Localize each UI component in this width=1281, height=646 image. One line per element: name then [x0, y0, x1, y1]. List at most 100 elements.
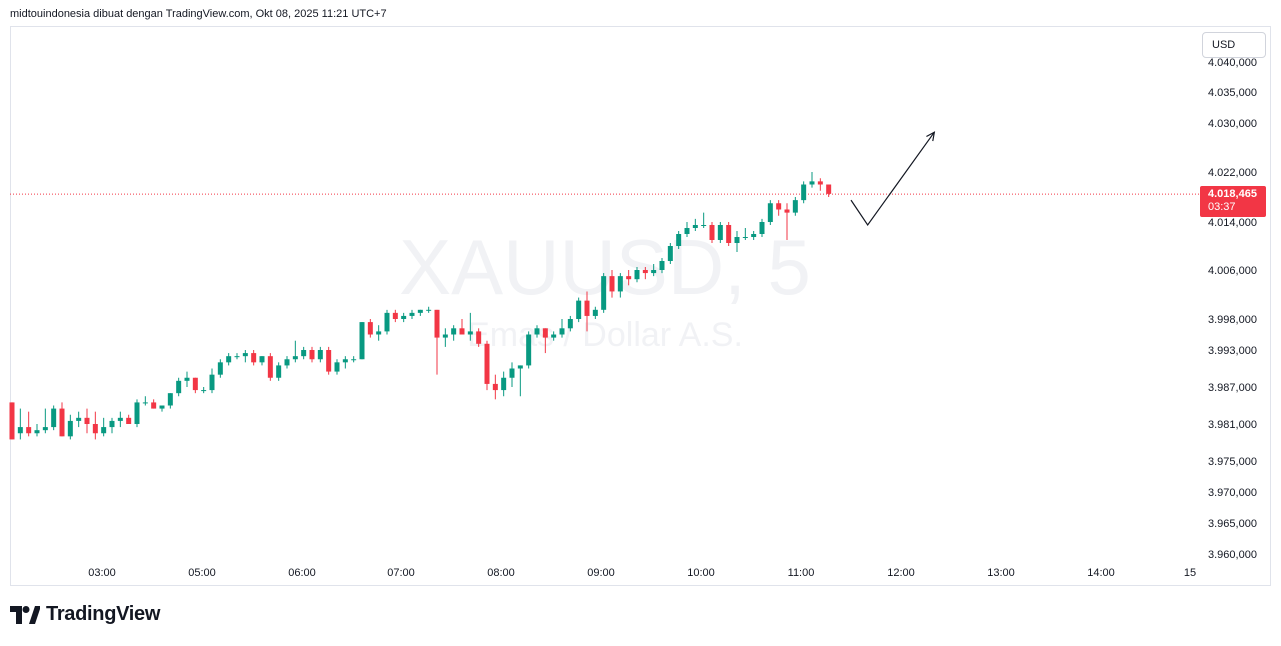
- candle: [709, 222, 715, 243]
- candle: [776, 200, 782, 216]
- candle-body: [292, 356, 298, 360]
- candle: [601, 273, 607, 313]
- candle-body: [409, 312, 415, 316]
- candle-body: [184, 377, 190, 381]
- price-tick-label: 3.993,000: [1208, 345, 1257, 357]
- candle-body: [767, 203, 773, 222]
- candle: [376, 325, 382, 341]
- candle-body: [742, 237, 748, 238]
- candle-body: [484, 343, 490, 384]
- price-tick-label: 3.981,000: [1208, 419, 1257, 431]
- candle-body: [701, 225, 707, 226]
- candle-body: [9, 402, 15, 440]
- candle-body: [234, 356, 240, 358]
- candle: [342, 356, 348, 369]
- price-tick-label: 3.987,000: [1208, 382, 1257, 394]
- candle: [567, 315, 573, 332]
- candle: [42, 408, 48, 434]
- candle: [267, 353, 273, 381]
- price-tick-label: 3.998,000: [1208, 314, 1257, 326]
- candle: [817, 178, 823, 191]
- candle-body: [626, 276, 632, 280]
- candle-body: [284, 359, 290, 366]
- time-tick-label: 08:00: [487, 567, 515, 579]
- candle-body: [342, 359, 348, 363]
- candle: [59, 402, 65, 437]
- candle: [684, 222, 690, 237]
- candle: [326, 346, 332, 375]
- candle-body: [467, 331, 473, 335]
- candle-body: [226, 356, 232, 363]
- arrow-path[interactable]: [850, 131, 935, 227]
- candle: [667, 243, 673, 264]
- candle-body: [151, 402, 157, 409]
- candle: [434, 309, 440, 375]
- time-tick-label: 03:00: [88, 567, 116, 579]
- candle-body: [67, 420, 73, 437]
- candle-body: [634, 270, 640, 280]
- candle: [726, 222, 732, 246]
- candle: [126, 414, 132, 424]
- price-tick-label: 3.965,000: [1208, 518, 1257, 530]
- candle-body: [176, 380, 182, 394]
- candle-body: [217, 362, 223, 375]
- candle: [692, 218, 698, 231]
- candle: [276, 362, 282, 381]
- candle: [234, 353, 240, 360]
- candle-body: [26, 427, 32, 434]
- candle: [476, 328, 482, 347]
- candle-body: [617, 276, 623, 292]
- tradingview-logo[interactable]: TradingView: [10, 603, 160, 626]
- candle-body: [726, 225, 732, 243]
- price-tick-label: 4.030,000: [1208, 118, 1257, 130]
- chart-frame[interactable]: [10, 26, 1271, 586]
- candle-body: [667, 246, 673, 261]
- candle-body: [801, 184, 807, 201]
- candle-body: [201, 390, 207, 392]
- candle-body: [659, 261, 665, 270]
- price-tick-label: 4.035,000: [1208, 87, 1257, 99]
- candle-body: [809, 181, 815, 185]
- price-tick-label: 3.960,000: [1208, 549, 1257, 561]
- candle: [484, 340, 490, 391]
- candle-body: [567, 319, 573, 329]
- candle: [609, 270, 615, 298]
- candle-body: [384, 312, 390, 332]
- drawing-arrow[interactable]: [850, 131, 936, 227]
- currency-selector[interactable]: USD: [1202, 32, 1266, 58]
- candle-body: [517, 365, 523, 369]
- candle-body: [417, 309, 423, 313]
- candle-body: [709, 225, 715, 240]
- price-axis[interactable]: 4.040,000 4.035,000 4.030,000 4.022,000 4.01…: [1208, 57, 1257, 561]
- current-price-value: 4.018,465: [1208, 188, 1257, 200]
- candle-body: [367, 322, 373, 335]
- candle: [467, 312, 473, 341]
- time-tick-label: 07:00: [387, 567, 415, 579]
- candle-body: [734, 237, 740, 243]
- candle-body: [592, 309, 598, 316]
- candle-body: [584, 300, 590, 316]
- candle: [134, 399, 140, 428]
- time-axis[interactable]: 03:00 05:00 06:00 07:00 08:00 09:00 10:00 11:00…: [88, 567, 1196, 579]
- candle: [159, 405, 165, 412]
- candle-body: [276, 365, 282, 378]
- candle: [251, 350, 257, 366]
- time-tick-label: 15: [1184, 567, 1196, 579]
- candle-body: [242, 353, 248, 357]
- time-tick-label: 14:00: [1087, 567, 1115, 579]
- candle-body: [776, 203, 782, 210]
- candle-body: [309, 350, 315, 360]
- candle-body: [359, 322, 365, 360]
- candle-body: [51, 408, 57, 428]
- candle: [242, 350, 248, 363]
- candle: [759, 218, 765, 237]
- price-tick-label: 4.040,000: [1208, 57, 1257, 69]
- candle-body: [167, 393, 173, 406]
- candle: [551, 331, 557, 341]
- candle: [542, 328, 548, 354]
- candle-body: [451, 328, 457, 335]
- candle-body: [259, 356, 265, 363]
- candle-body: [601, 276, 607, 310]
- candle-body: [134, 402, 140, 424]
